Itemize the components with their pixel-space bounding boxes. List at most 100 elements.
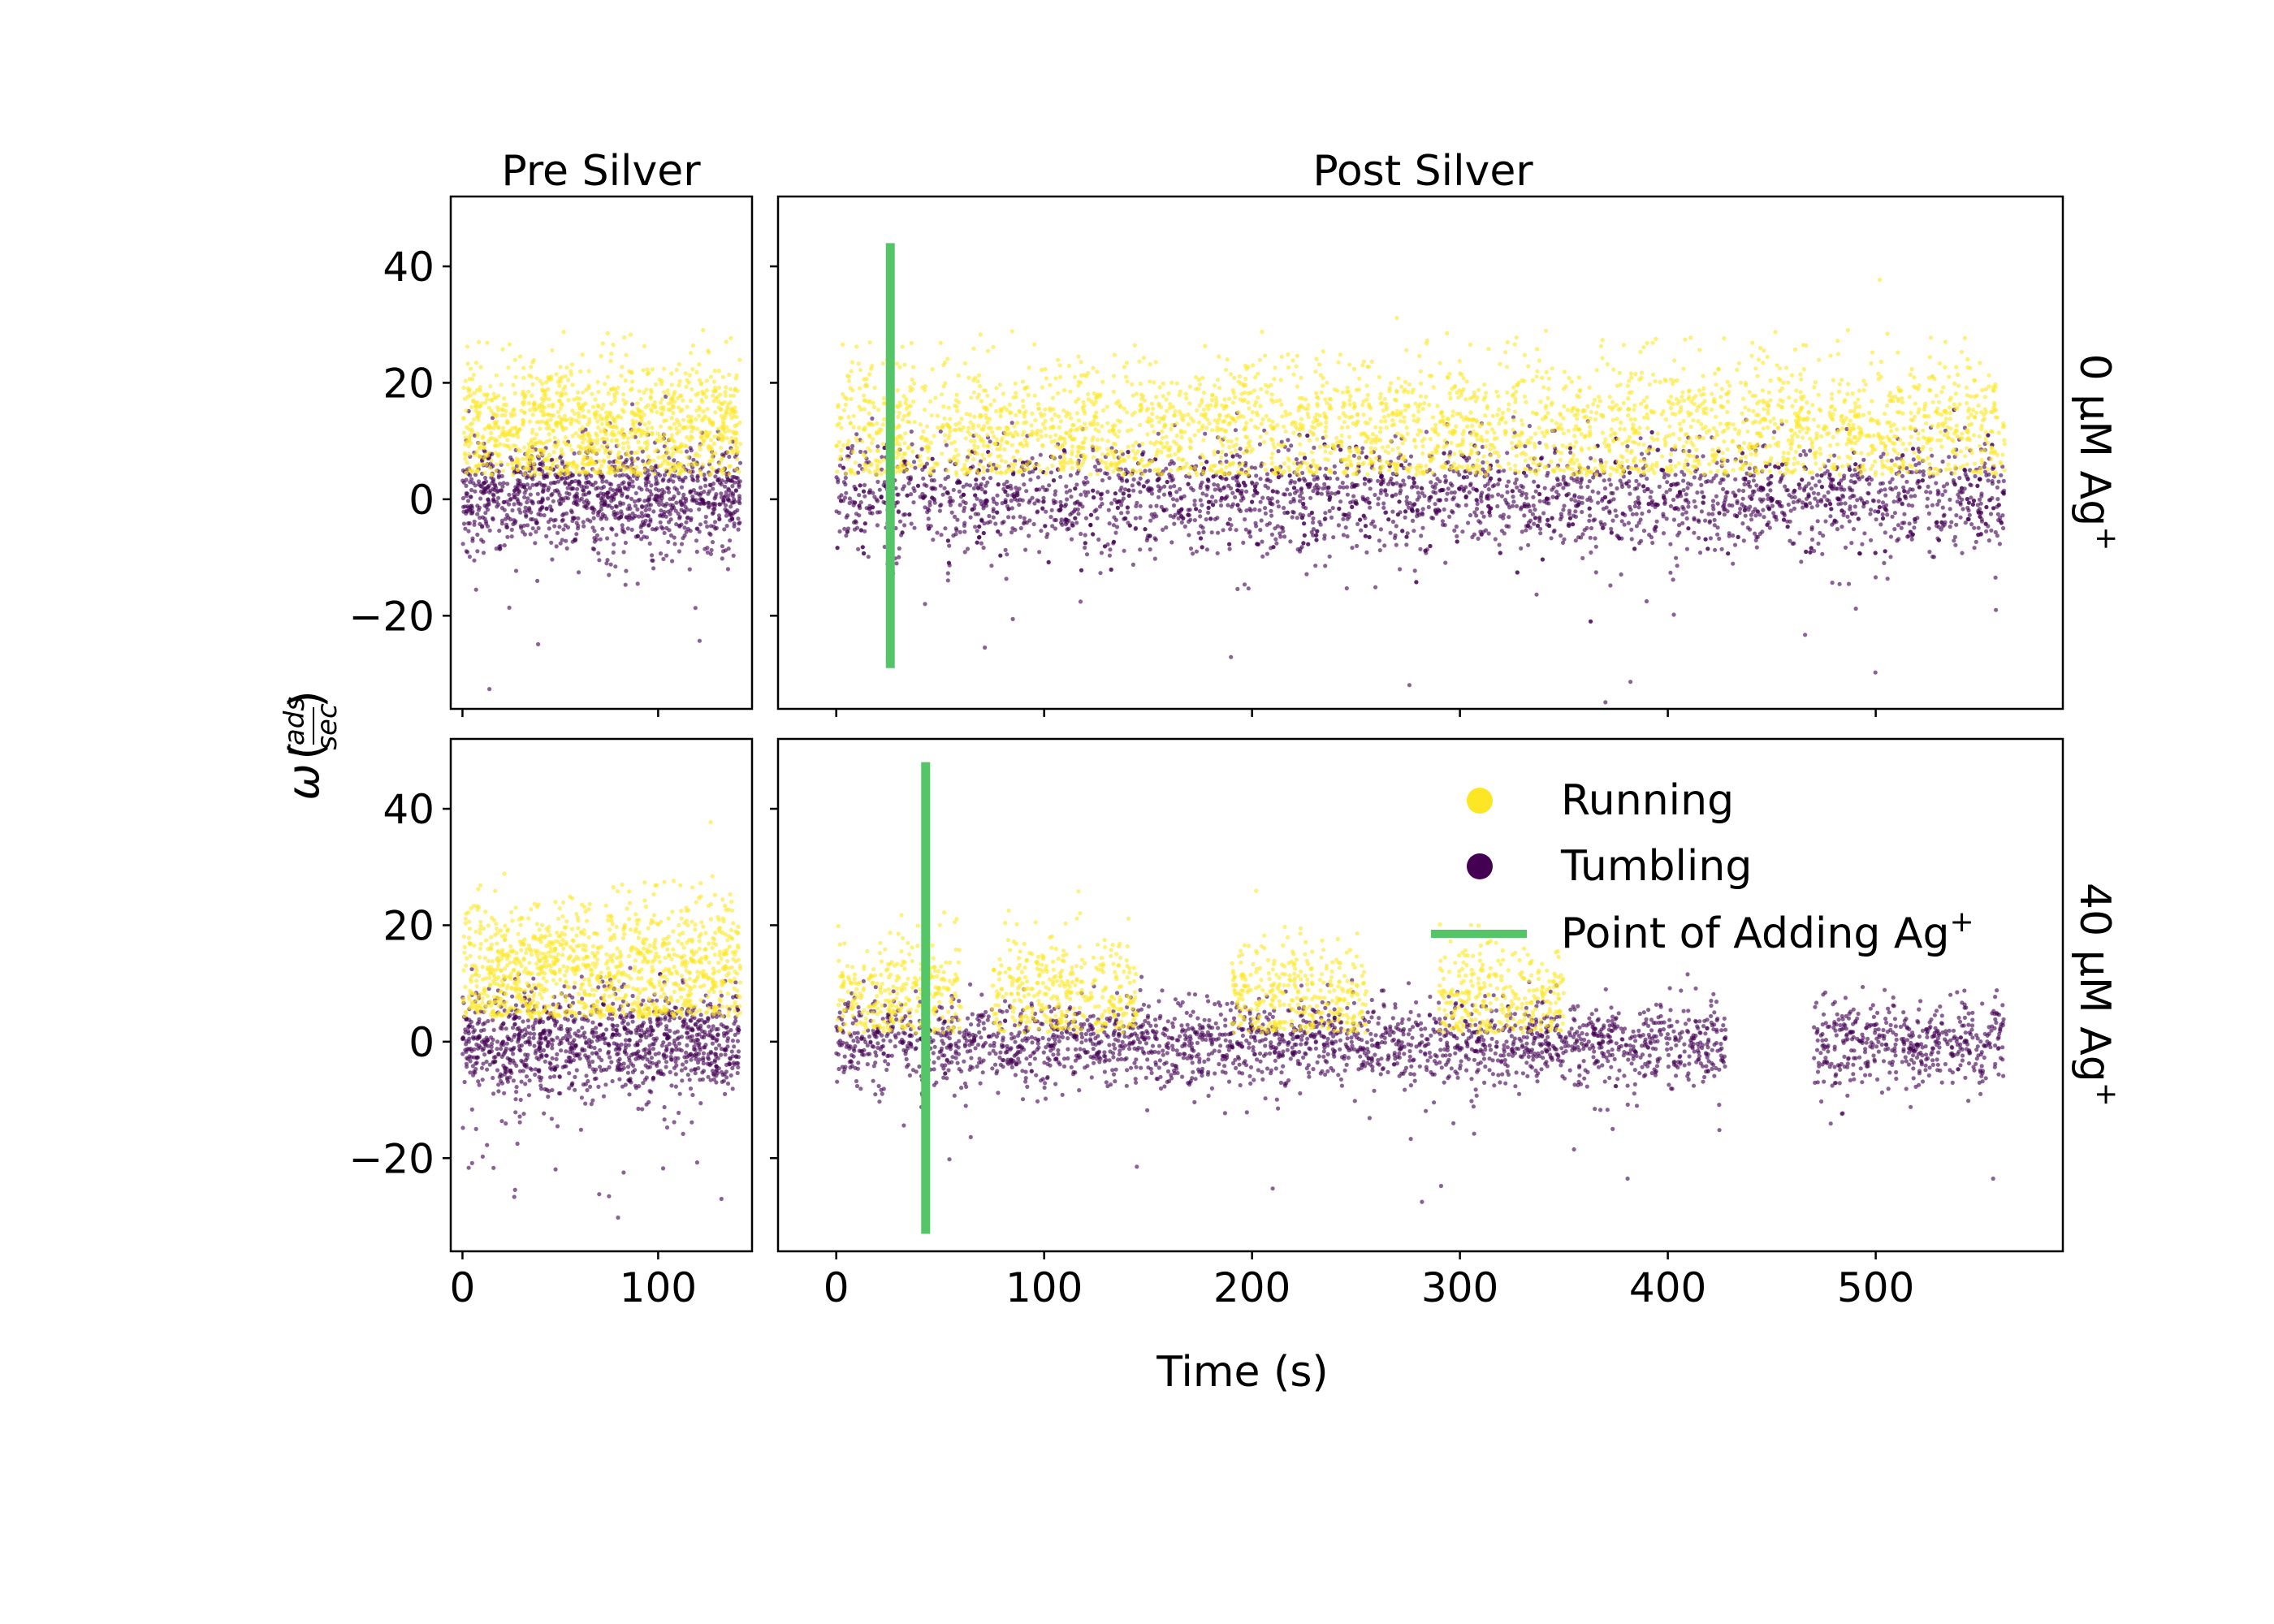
data-point xyxy=(522,445,527,450)
data-point xyxy=(525,448,530,453)
data-point xyxy=(979,486,984,492)
data-point xyxy=(1017,503,1022,508)
data-point xyxy=(622,335,627,340)
data-point xyxy=(1990,478,1995,484)
data-point xyxy=(724,385,728,390)
data-point xyxy=(556,479,561,484)
data-point xyxy=(711,486,715,491)
data-point xyxy=(1667,487,1672,492)
data-point xyxy=(1984,529,1989,534)
data-point xyxy=(1849,541,1854,546)
data-point xyxy=(737,484,741,490)
data-point xyxy=(1208,516,1213,521)
data-point xyxy=(663,467,668,472)
data-point xyxy=(1437,508,1442,513)
data-point xyxy=(664,440,668,446)
data-point xyxy=(546,387,551,391)
data-point xyxy=(1766,482,1771,487)
data-point xyxy=(1576,535,1581,540)
data-point xyxy=(1371,519,1376,524)
data-point xyxy=(665,388,670,393)
data-point xyxy=(1299,545,1304,550)
data-point xyxy=(932,500,937,505)
data-point xyxy=(690,462,695,467)
data-point xyxy=(482,470,487,475)
data-point xyxy=(511,521,516,527)
data-point xyxy=(629,450,634,456)
data-point xyxy=(854,432,859,437)
data-point xyxy=(1862,531,1867,536)
data-point xyxy=(1961,507,1965,512)
data-point xyxy=(940,492,945,497)
data-point xyxy=(1642,489,1647,494)
data-point xyxy=(1322,536,1327,541)
data-point xyxy=(1711,507,1716,512)
data-point xyxy=(1559,533,1563,538)
data-point xyxy=(1138,503,1143,508)
data-point xyxy=(1531,503,1536,508)
data-point xyxy=(497,451,502,457)
data-point xyxy=(648,503,654,508)
data-point xyxy=(1412,529,1416,533)
data-point xyxy=(1852,504,1857,509)
data-point xyxy=(649,465,654,471)
data-point xyxy=(658,424,664,429)
data-point xyxy=(1368,477,1373,483)
data-point xyxy=(547,404,551,408)
data-point xyxy=(1018,525,1023,531)
data-point xyxy=(1409,507,1415,512)
data-point xyxy=(1000,520,1005,525)
data-point xyxy=(700,498,705,503)
data-point xyxy=(694,417,698,422)
data-point xyxy=(670,404,676,408)
data-point xyxy=(1213,499,1218,504)
data-point xyxy=(1114,525,1120,529)
data-point xyxy=(1505,490,1510,495)
data-point xyxy=(476,508,482,512)
data-point xyxy=(669,453,674,458)
data-point xyxy=(668,436,674,441)
data-point xyxy=(1842,487,1847,492)
data-point xyxy=(1573,509,1578,514)
data-point xyxy=(1311,516,1316,521)
data-point xyxy=(1725,490,1730,495)
data-point xyxy=(486,486,491,490)
data-point xyxy=(1810,476,1815,481)
data-point xyxy=(1278,531,1282,536)
data-point xyxy=(1850,488,1855,493)
data-point xyxy=(1259,518,1264,523)
data-point xyxy=(633,458,638,463)
data-point xyxy=(609,351,614,356)
data-point xyxy=(695,478,700,483)
data-point xyxy=(619,515,624,520)
data-point xyxy=(591,516,596,520)
data-point xyxy=(1238,447,1243,451)
data-point xyxy=(1638,517,1643,522)
data-point xyxy=(1596,490,1601,495)
data-point xyxy=(655,410,659,415)
data-point xyxy=(1733,493,1738,498)
data-point xyxy=(595,425,601,430)
data-point xyxy=(947,543,952,548)
data-point xyxy=(1311,489,1316,494)
data-point xyxy=(1707,520,1712,525)
data-point xyxy=(637,389,642,394)
data-point xyxy=(1675,493,1680,498)
data-point xyxy=(1057,455,1063,460)
data-point xyxy=(1646,502,1651,507)
data-point xyxy=(495,438,499,443)
data-point xyxy=(1994,607,1999,612)
data-point xyxy=(547,426,552,431)
data-point xyxy=(1156,488,1161,494)
data-point xyxy=(1058,474,1063,479)
data-point xyxy=(1233,428,1238,433)
data-point xyxy=(1388,530,1393,535)
data-point xyxy=(733,440,739,445)
data-point xyxy=(721,498,726,503)
data-point xyxy=(652,400,657,405)
data-point xyxy=(642,522,646,528)
data-point xyxy=(712,503,717,508)
data-point xyxy=(1971,499,1977,503)
data-point xyxy=(867,490,871,495)
data-point xyxy=(592,539,597,544)
